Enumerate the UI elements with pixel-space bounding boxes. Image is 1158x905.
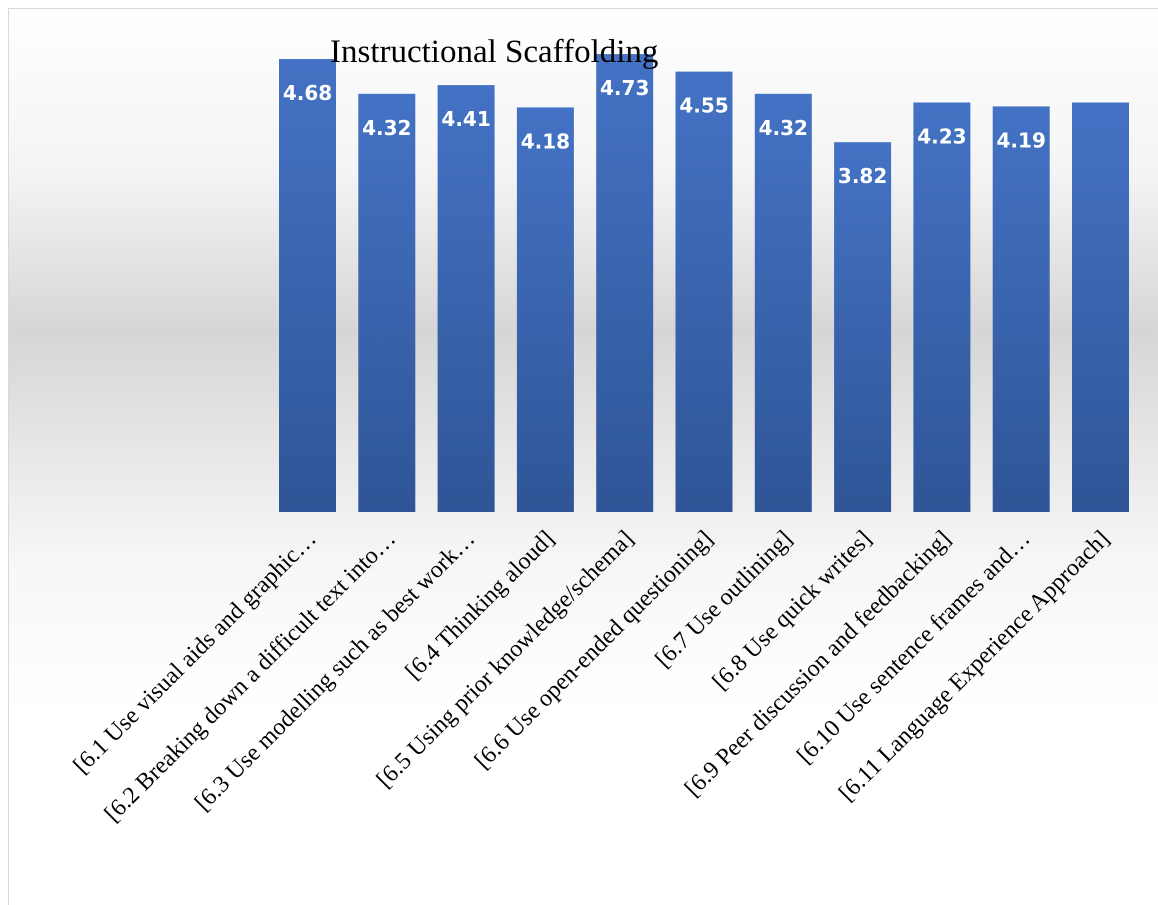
bar — [754, 93, 812, 513]
bar — [675, 71, 733, 512]
category-label: [6.8 Use quick writes] — [708, 526, 877, 695]
bar — [358, 93, 416, 513]
category-label: [6.7 Use outlining] — [650, 526, 797, 673]
bar-value-label: 3.82 — [838, 164, 887, 188]
bar — [992, 106, 1050, 513]
bar-value-label: 4.32 — [759, 116, 808, 140]
chart-title: Instructional Scaffolding — [330, 34, 659, 70]
bar-value-label: 4.73 — [600, 76, 649, 100]
bars-layer: 4.68 4.32 4.41 4.18 4.73 4.55 4.32 3.82 4.23 4.19 — [279, 54, 1129, 513]
bar-value-label: 4.55 — [679, 94, 728, 118]
bar-value-label: 4.18 — [521, 129, 570, 153]
bar-value-label: 4.41 — [441, 107, 490, 131]
category-label: [6.2 Breaking down a difficult text into… — [100, 526, 401, 827]
bar — [834, 142, 892, 512]
bar-value-label: 4.32 — [362, 116, 411, 140]
bar-value-label: 4.23 — [917, 125, 966, 149]
category-label: [6.4 Thinking aloud] — [401, 526, 560, 685]
bar — [279, 59, 336, 512]
category-labels: [6.1 Use visual aids and graphic…[6.2 Br… — [69, 526, 1115, 827]
bar — [516, 107, 574, 513]
bar-value-label: 4.19 — [997, 128, 1046, 152]
category-label: [6.3 Use modelling such as best work… — [190, 526, 480, 816]
bar-value-label: 4.68 — [283, 81, 332, 105]
bar — [596, 54, 654, 512]
bar — [913, 102, 971, 512]
bar — [437, 85, 495, 512]
bar — [1072, 102, 1129, 512]
